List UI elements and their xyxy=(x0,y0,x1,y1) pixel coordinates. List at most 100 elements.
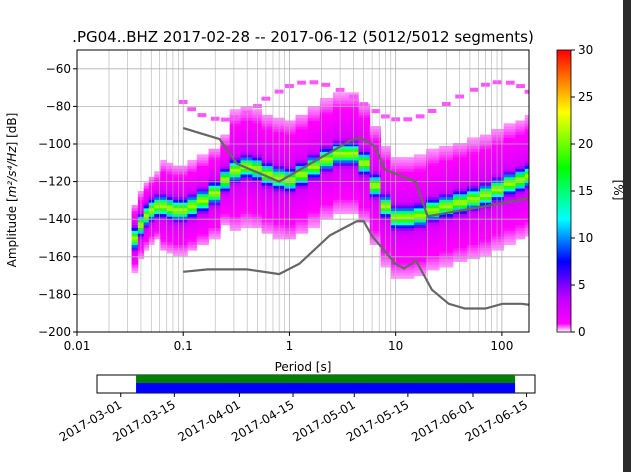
psd-cell xyxy=(208,227,221,231)
psd-cell xyxy=(390,230,403,234)
psd-cell xyxy=(154,210,161,214)
psd-cell xyxy=(346,193,359,198)
psd-cell xyxy=(160,216,168,220)
psd-cell xyxy=(479,202,492,206)
psd-cell xyxy=(166,233,174,237)
psd-cell xyxy=(346,196,359,200)
psd-cell xyxy=(491,185,505,189)
psd-cell xyxy=(413,272,427,276)
psd-cell xyxy=(319,193,334,198)
psd-cell xyxy=(229,216,241,220)
psd-cell xyxy=(466,145,481,150)
psd-cell xyxy=(491,174,505,178)
psd-cell xyxy=(390,159,403,164)
psd-cell xyxy=(319,165,334,169)
psd-cell xyxy=(358,126,371,130)
psd-cell xyxy=(346,168,359,172)
psd-cell xyxy=(524,185,529,189)
psd-cell xyxy=(220,213,231,217)
psd-cell xyxy=(166,162,174,167)
psd-cell xyxy=(172,236,180,240)
psd-cell xyxy=(503,137,516,141)
psd-cell xyxy=(220,162,231,167)
psd-cell xyxy=(380,188,391,192)
psd-cell xyxy=(346,154,359,158)
psd-cell xyxy=(358,120,371,124)
psd-cell xyxy=(220,216,231,220)
psd-cell xyxy=(524,207,529,212)
psd-cell xyxy=(358,176,371,181)
psd-cell xyxy=(229,145,241,150)
psd-cell xyxy=(208,174,221,178)
psd-cell xyxy=(479,148,492,152)
psd-cell xyxy=(272,185,285,189)
psd-cell xyxy=(319,196,334,200)
psd-cell xyxy=(196,227,209,231)
psd-cell xyxy=(261,224,273,229)
psd-cell xyxy=(319,120,334,124)
psd-cell xyxy=(160,193,168,198)
psd-cell xyxy=(160,233,168,237)
psd-cell xyxy=(196,199,209,203)
psd-cell xyxy=(503,176,516,181)
psd-cell xyxy=(369,143,381,147)
psd-cell xyxy=(229,126,241,130)
psd-cell xyxy=(452,255,468,260)
psd-cell xyxy=(466,148,481,152)
psd-cell xyxy=(524,199,529,203)
psd-cell xyxy=(371,109,381,114)
psd-cell xyxy=(515,159,526,164)
psd-cell xyxy=(160,196,168,200)
psd-cell xyxy=(284,196,296,200)
psd-cell xyxy=(346,143,359,147)
psd-cell xyxy=(466,224,481,229)
coverage-bar-top xyxy=(136,375,516,383)
psd-cell xyxy=(515,140,526,144)
psd-cell xyxy=(346,100,359,104)
colorbar-tick-label: 15 xyxy=(578,184,593,198)
psd-cell xyxy=(284,216,296,220)
psd-cell xyxy=(295,165,309,169)
psd-cell xyxy=(503,188,516,192)
psd-cell xyxy=(307,176,321,181)
psd-cell xyxy=(390,210,403,214)
psd-cell xyxy=(295,148,309,152)
psd-cell xyxy=(390,269,403,274)
psd-cell xyxy=(240,207,253,212)
psd-cell xyxy=(208,165,221,169)
psd-cell xyxy=(160,247,168,251)
psd-cell xyxy=(452,230,468,234)
psd-cell xyxy=(503,171,516,175)
psd-cell xyxy=(491,148,505,152)
psd-cell xyxy=(172,224,180,229)
psd-cell xyxy=(160,191,168,195)
psd-cell xyxy=(187,227,198,231)
psd-cell xyxy=(426,255,440,260)
psd-cell xyxy=(307,182,321,186)
psd-cell xyxy=(220,191,231,195)
psd-cell xyxy=(208,162,221,167)
psd-cell xyxy=(307,205,321,209)
psd-heatmap xyxy=(131,80,529,279)
psd-cell xyxy=(491,140,505,144)
psd-cell xyxy=(307,112,321,116)
psd-cell xyxy=(229,162,241,167)
psd-cell xyxy=(172,188,180,192)
psd-cell xyxy=(503,202,516,206)
psd-cell xyxy=(261,151,273,155)
psd-cell xyxy=(208,171,221,175)
psd-cell xyxy=(272,202,285,206)
psd-cell xyxy=(380,210,391,214)
x-tick-label: 0.1 xyxy=(174,339,193,353)
psd-cell xyxy=(466,196,481,200)
window-edge xyxy=(623,0,631,472)
psd-cell xyxy=(131,230,139,234)
psd-cell xyxy=(491,176,505,181)
psd-cell xyxy=(358,196,371,200)
psd-cell xyxy=(229,143,241,147)
psd-cell xyxy=(295,151,309,155)
psd-cell xyxy=(172,247,180,251)
psd-cell xyxy=(295,143,309,147)
psd-cell xyxy=(208,233,221,237)
